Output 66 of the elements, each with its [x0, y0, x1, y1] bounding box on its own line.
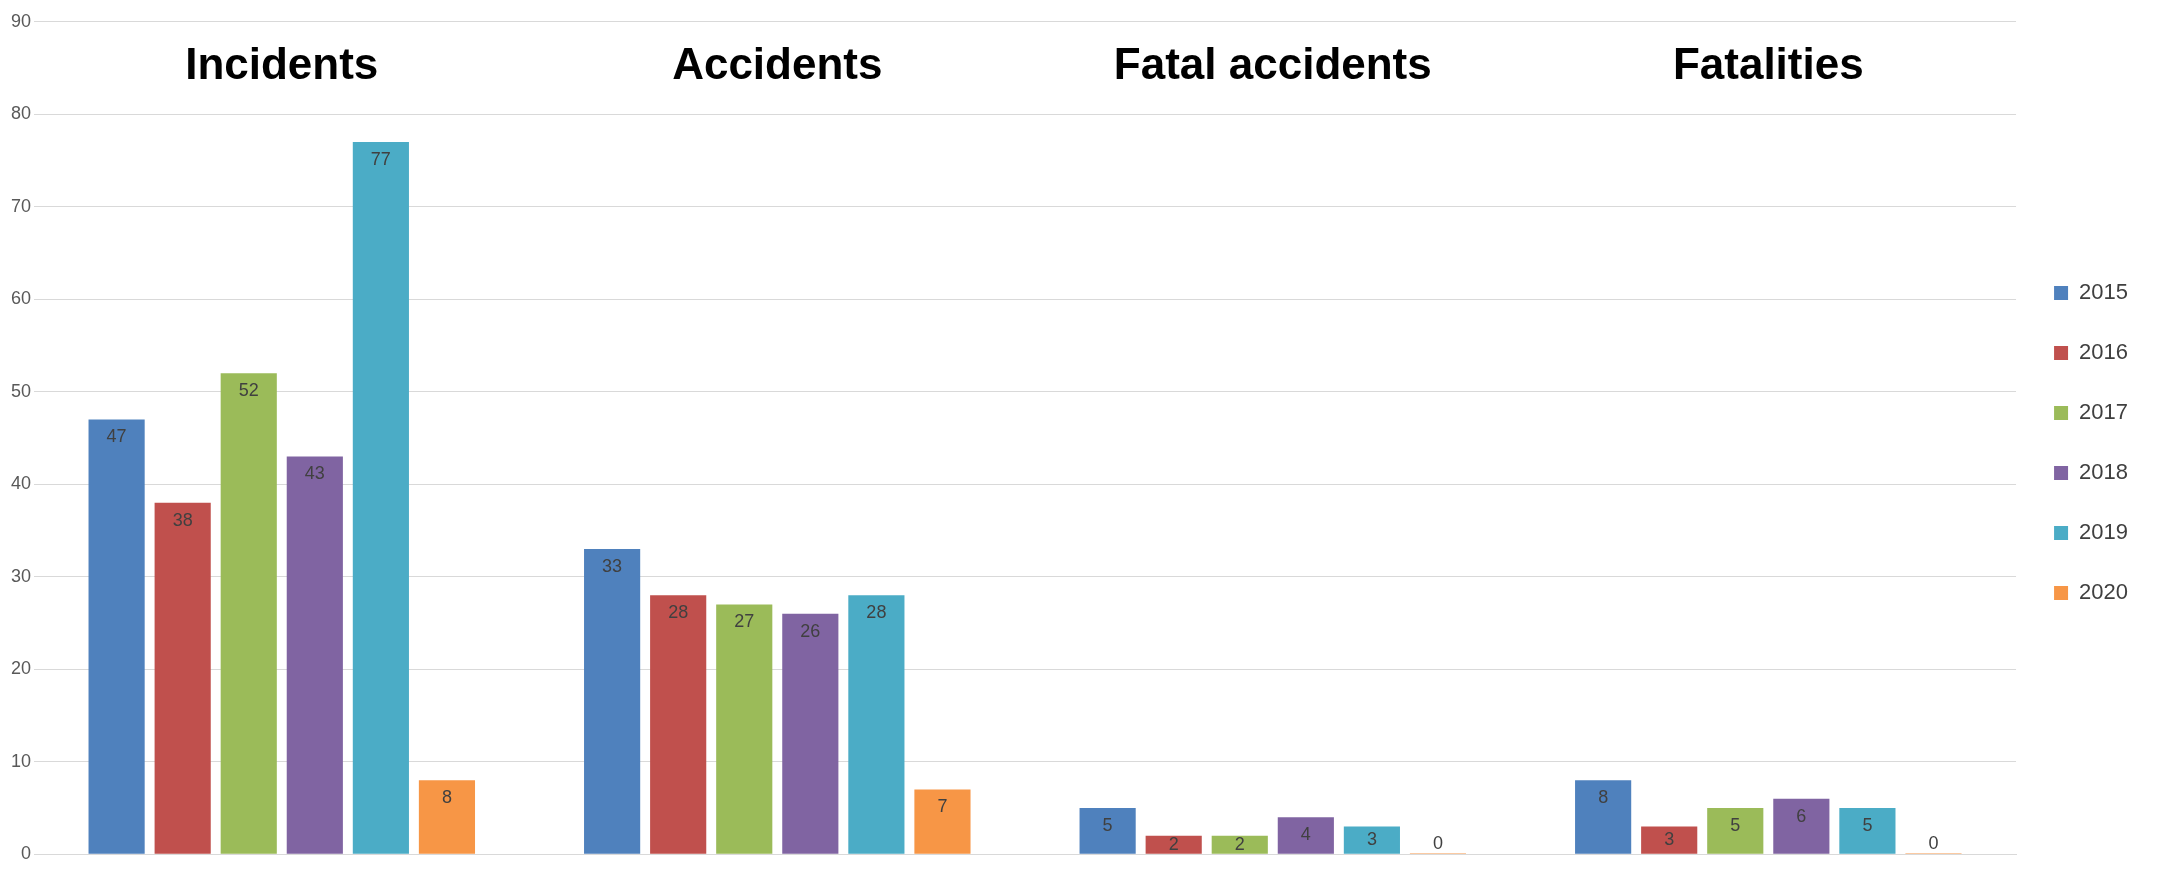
y-tick-label: 80	[10, 103, 32, 124]
data-label: 5	[1730, 814, 1741, 835]
data-label: 28	[866, 602, 887, 623]
data-label: 43	[304, 463, 325, 484]
legend-label: 2018	[2079, 459, 2129, 485]
bar	[418, 780, 476, 854]
bar	[1641, 826, 1698, 854]
legend-label: 2016	[2079, 339, 2129, 365]
y-tick-label: 70	[10, 195, 32, 216]
bar	[1773, 798, 1830, 854]
data-label: 7	[937, 796, 948, 817]
data-label: 2	[1168, 833, 1179, 854]
bar	[286, 456, 343, 854]
data-label: 38	[172, 509, 193, 530]
data-label: 6	[1796, 805, 1807, 826]
data-label: 0	[1432, 833, 1443, 854]
x-tick-label: Fatalities	[1672, 38, 1864, 88]
x-tick-label: Incidents	[185, 38, 379, 88]
bar	[1707, 807, 1764, 854]
bar	[716, 604, 773, 854]
x-tick-label: Fatal accidents	[1113, 38, 1432, 88]
y-tick-label: 20	[10, 658, 32, 679]
bar	[88, 419, 145, 854]
bar	[1575, 780, 1632, 854]
bar	[220, 373, 277, 854]
y-tick-label: 0	[21, 843, 32, 864]
bar	[1343, 826, 1400, 854]
bar	[1277, 817, 1334, 854]
bar	[154, 502, 211, 854]
bar	[1145, 835, 1202, 854]
bar	[352, 142, 409, 854]
y-tick-label: 40	[10, 473, 32, 494]
bar	[914, 789, 971, 854]
bar	[584, 548, 641, 854]
bar	[1079, 807, 1136, 854]
data-label: 8	[441, 787, 452, 808]
data-label: 47	[106, 426, 127, 447]
data-label: 77	[370, 149, 391, 169]
legend-label: 2015	[2079, 279, 2129, 305]
data-label: 52	[238, 380, 259, 401]
y-tick-label: 30	[10, 565, 32, 586]
data-label: 2	[1234, 833, 1245, 854]
data-label: 5	[1862, 814, 1873, 835]
data-label: 33	[602, 555, 623, 576]
data-label: 8	[1598, 787, 1609, 808]
bar	[848, 595, 905, 854]
bar	[782, 613, 839, 854]
y-tick-label: 60	[10, 288, 32, 309]
legend-label: 2019	[2079, 519, 2129, 545]
data-label: 27	[734, 611, 755, 632]
data-label: 3	[1366, 829, 1377, 850]
y-tick-label: 90	[10, 10, 32, 31]
x-tick-label: Accidents	[672, 38, 883, 88]
data-label: 4	[1300, 824, 1311, 845]
data-label: 26	[800, 620, 821, 641]
bar	[650, 595, 707, 854]
y-tick-label: 50	[10, 380, 32, 401]
legend-label: 2020	[2079, 579, 2129, 605]
legend-label: 2017	[2079, 399, 2129, 425]
data-label: 0	[1928, 833, 1939, 854]
data-label: 5	[1102, 814, 1113, 835]
bar	[1211, 835, 1268, 854]
data-label: 28	[668, 602, 689, 623]
y-tick-label: 10	[10, 750, 32, 771]
bar	[1839, 807, 1896, 854]
data-label: 3	[1664, 829, 1675, 850]
